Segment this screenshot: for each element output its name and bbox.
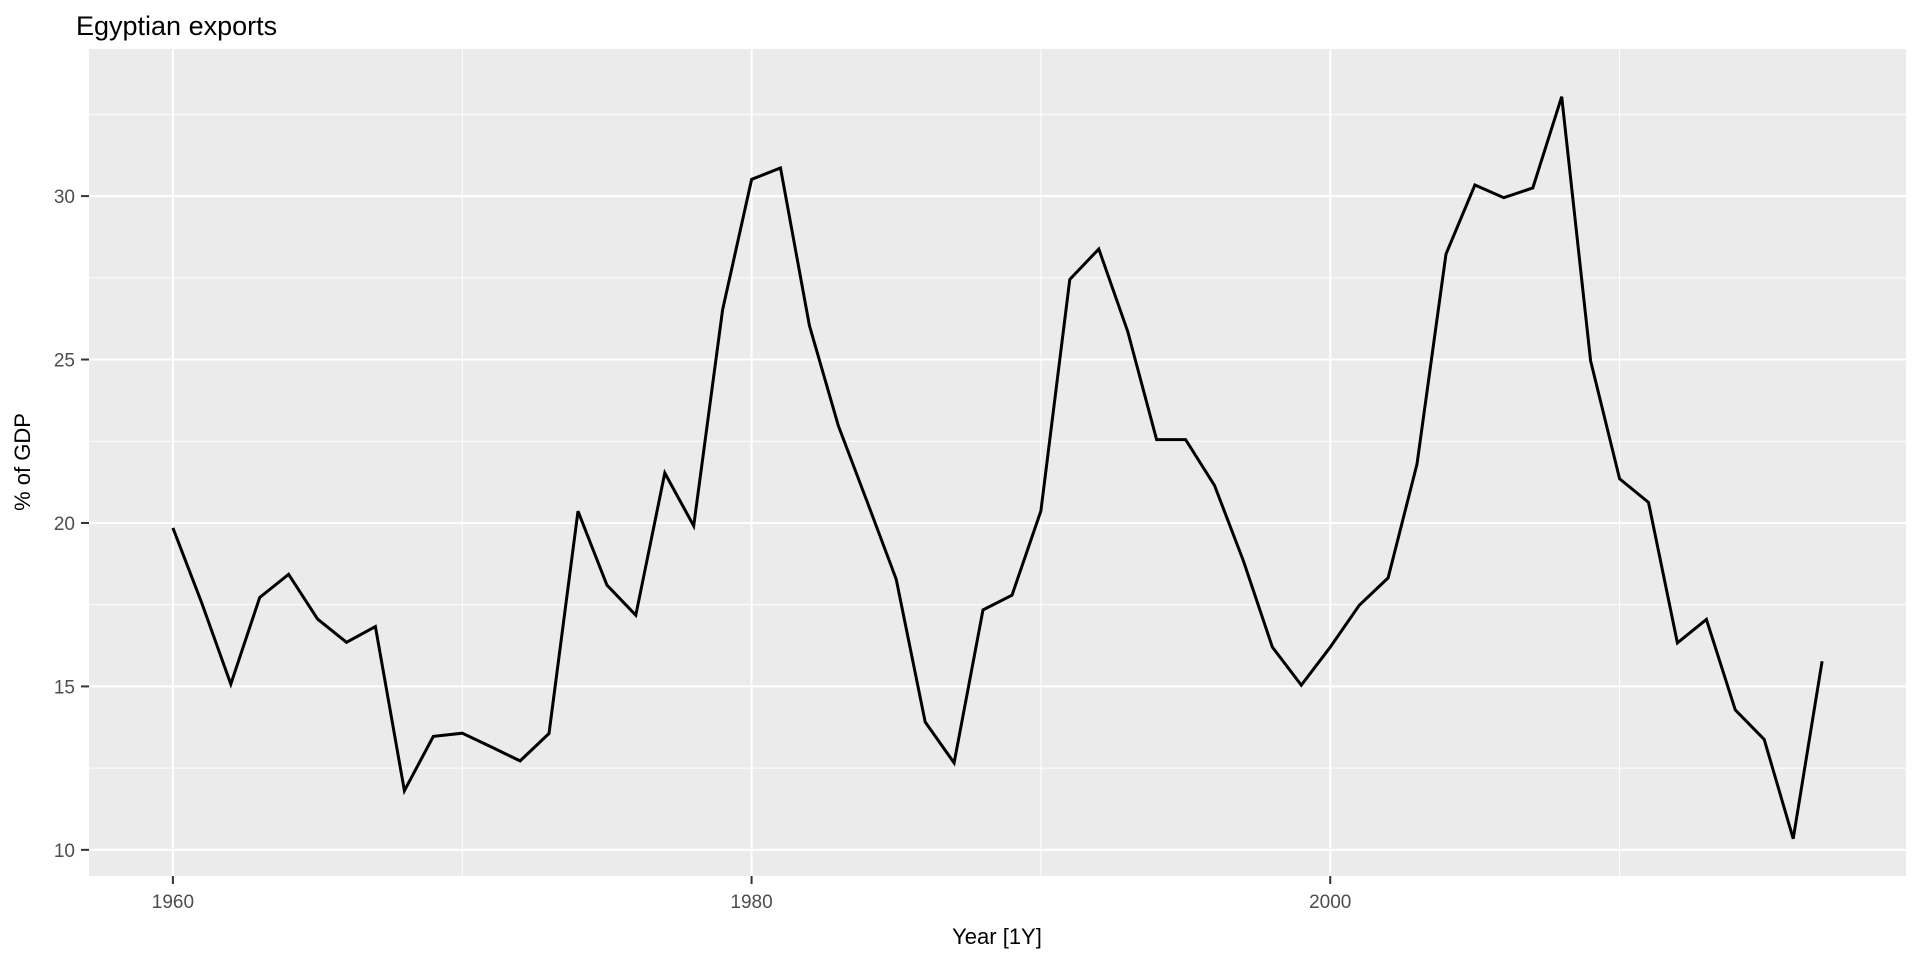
x-tick-label: 1960: [152, 892, 194, 913]
x-tick-label: 1980: [730, 892, 772, 913]
x-axis-title: Year [1Y]: [952, 924, 1042, 949]
panel-background: [89, 49, 1906, 876]
y-tick-label: 20: [54, 514, 75, 535]
y-axis-title: % of GDP: [10, 413, 35, 511]
y-tick-label: 15: [54, 677, 75, 698]
y-tick-label: 30: [54, 187, 75, 208]
chart-title: Egyptian exports: [76, 11, 277, 41]
x-tick-label: 2000: [1309, 892, 1351, 913]
y-tick-label: 10: [54, 841, 75, 862]
y-tick-label: 25: [54, 351, 75, 372]
series-line: [171, 96, 1824, 840]
plot-panel: 10 15 20 25 30 1960 1980 2000: [54, 49, 1906, 913]
